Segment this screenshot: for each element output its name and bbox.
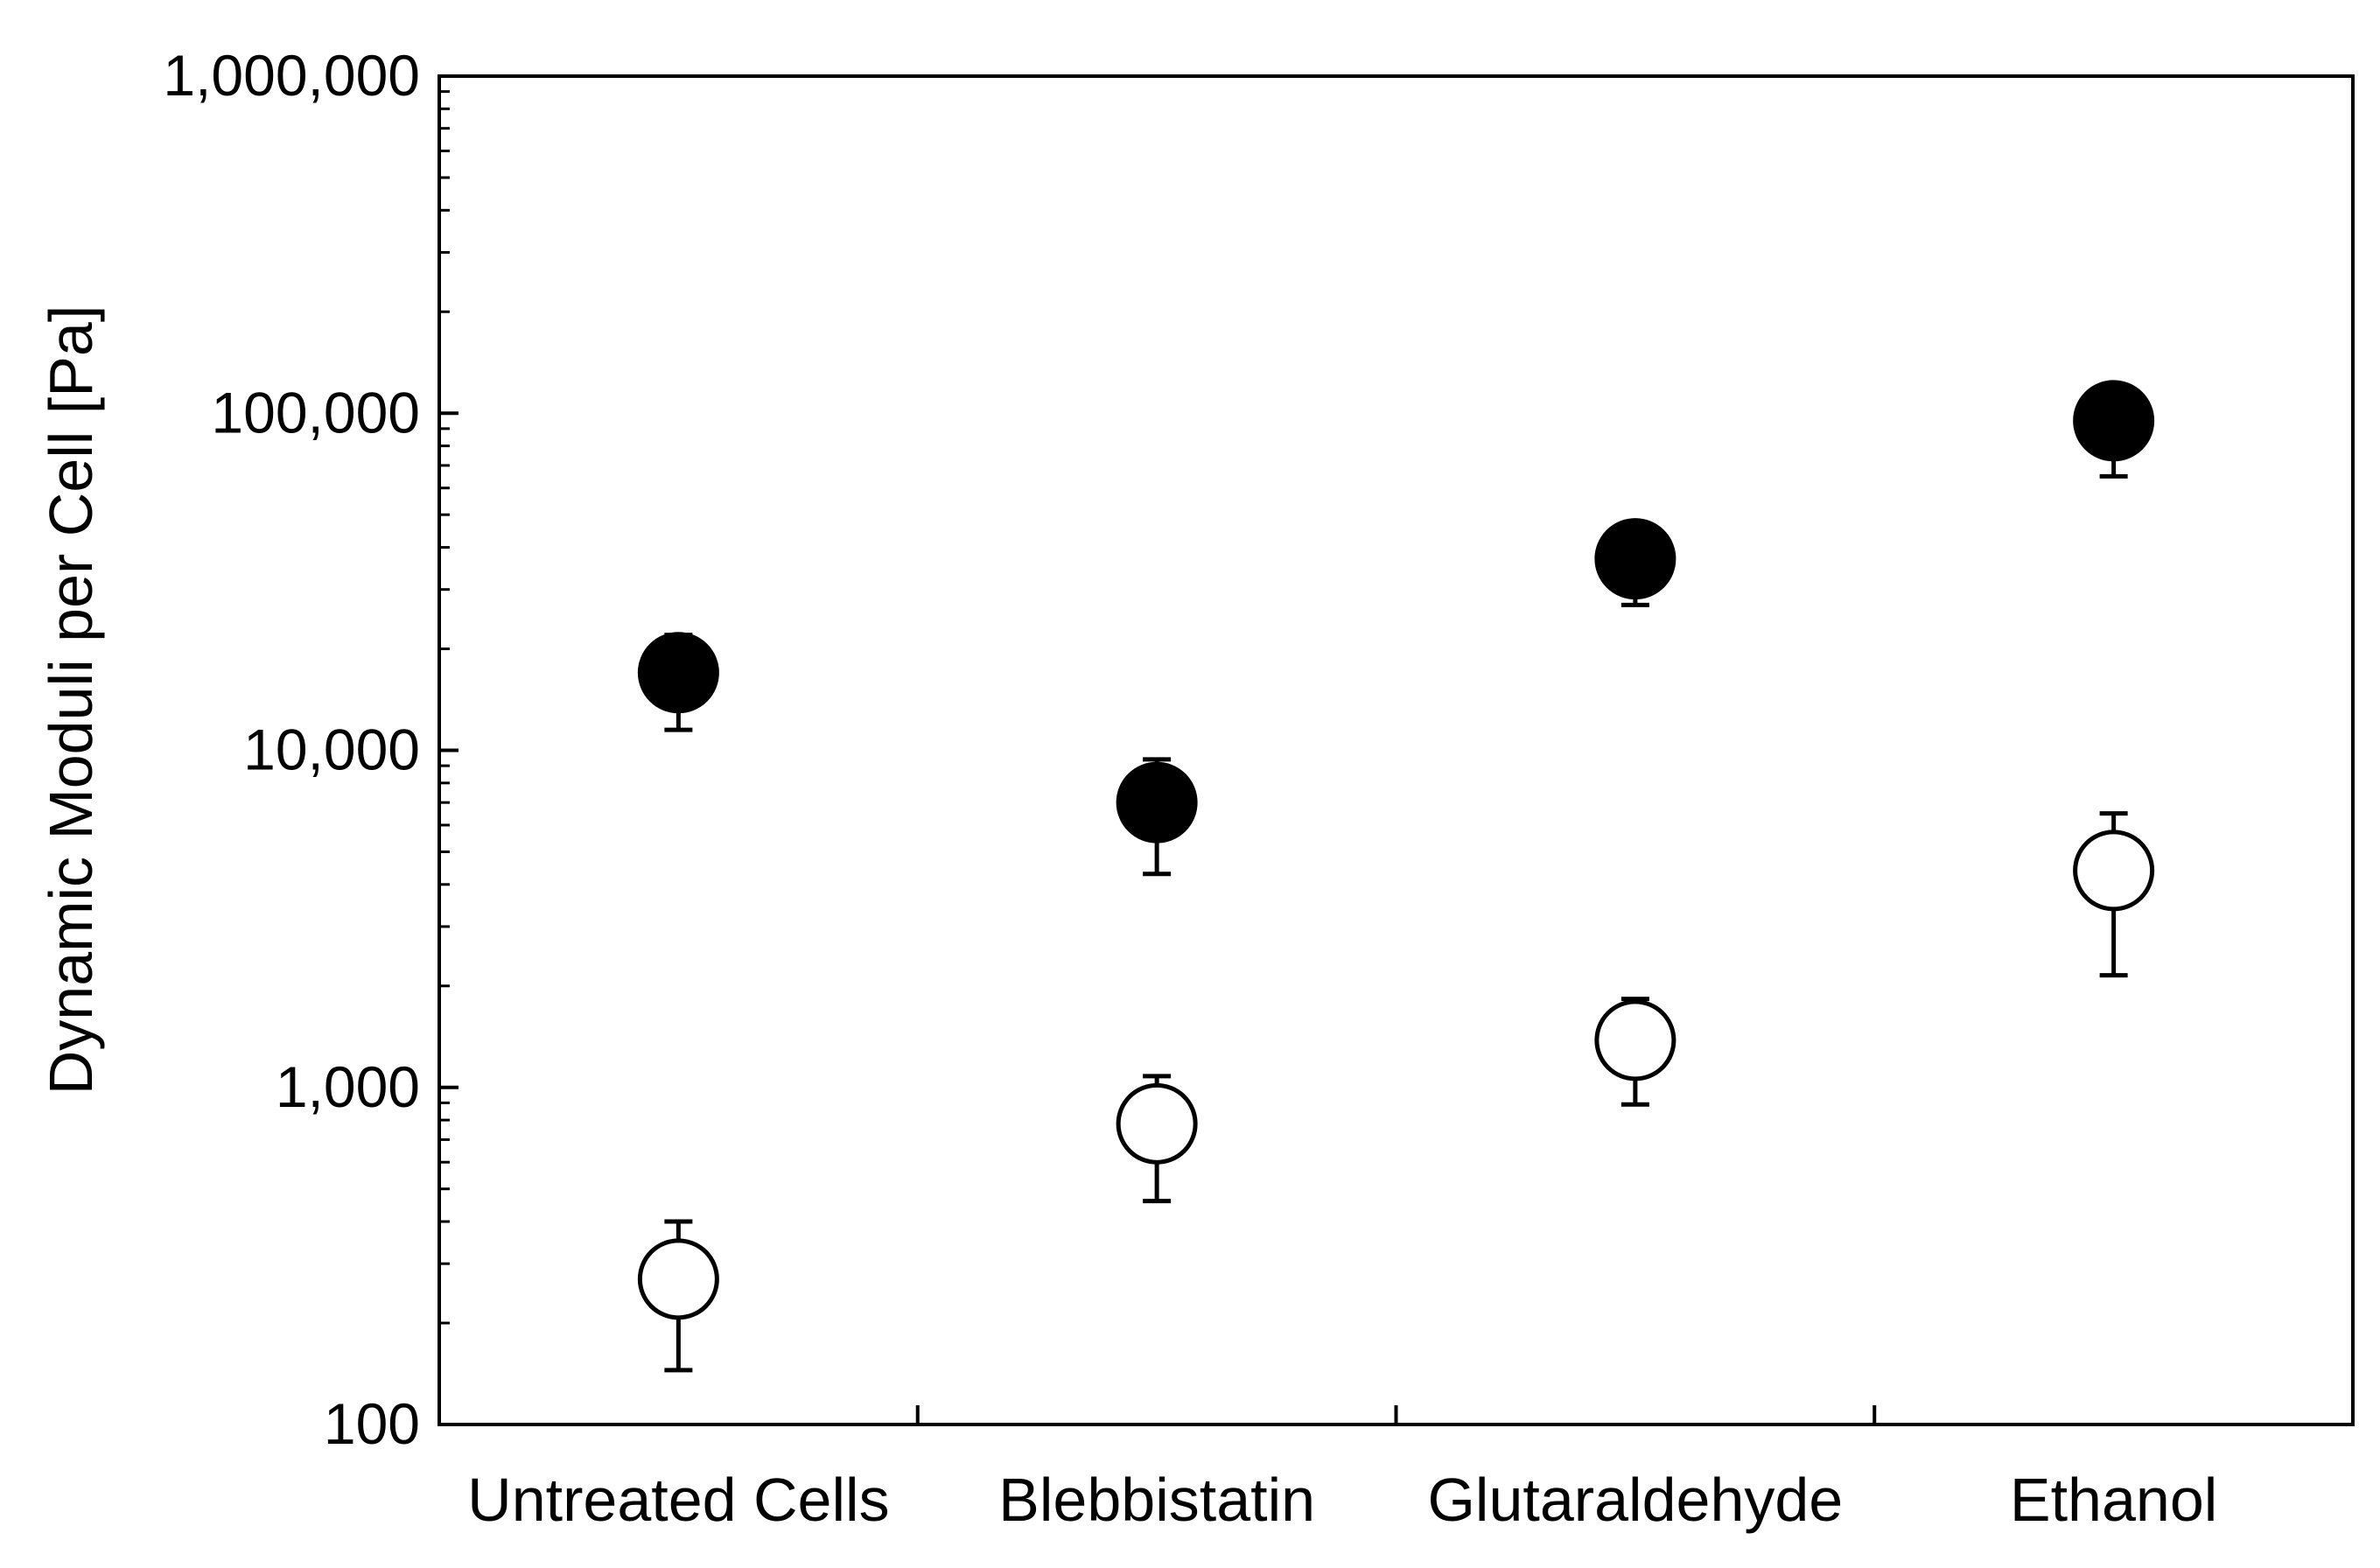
x-category-label: Glutaraldehyde <box>1427 1466 1843 1534</box>
x-category-label: Untreated Cells <box>467 1466 889 1534</box>
filled-point <box>637 632 719 714</box>
plot-frame <box>438 74 2355 1426</box>
open-point <box>1116 1082 1198 1165</box>
x-ticks <box>915 1405 1877 1424</box>
y-axis-title: Dynamic Moduli per Cell [Pa] <box>37 305 105 1096</box>
open-point <box>2073 830 2155 912</box>
x-category-label: Ethanol <box>2010 1466 2217 1534</box>
y-tick-label: 10,000 <box>243 718 420 782</box>
y-tick-labels: 100 1,000 10,000 100,000 1,000,000 <box>163 43 420 1456</box>
filled-point <box>2073 380 2155 462</box>
filled-point <box>1116 761 1198 844</box>
data-markers <box>637 380 2155 1320</box>
y-tick-label: 100 <box>324 1391 420 1456</box>
error-bars <box>664 418 2128 1373</box>
open-point <box>637 1238 719 1320</box>
y-tick-label: 100,000 <box>211 380 420 444</box>
y-tick-label: 1,000,000 <box>163 43 420 108</box>
x-category-label: Blebbistatin <box>998 1466 1315 1534</box>
y-tick-label: 1,000 <box>276 1054 420 1119</box>
x-category-labels: Untreated Cells Blebbistatin Glutaraldehyd… <box>467 1466 2217 1534</box>
filled-point <box>1594 518 1676 600</box>
open-point <box>1594 999 1676 1082</box>
